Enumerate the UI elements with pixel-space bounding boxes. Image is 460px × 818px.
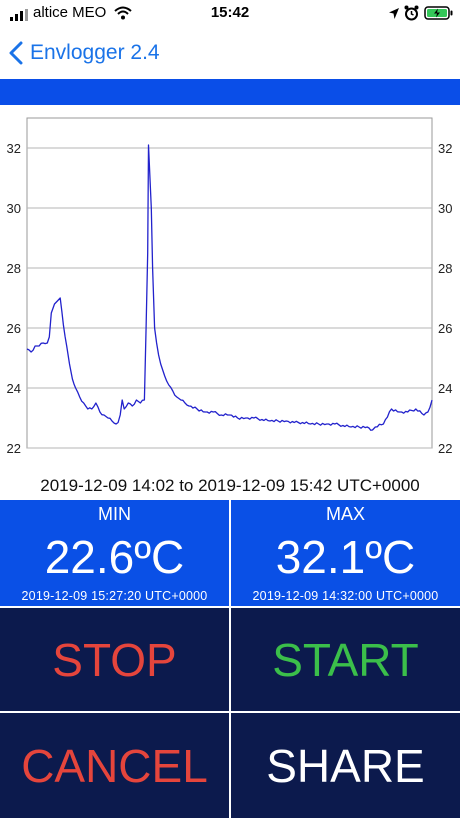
y-tick-label-right: 32 [438, 141, 452, 156]
cancel-button[interactable]: CANCEL [0, 713, 229, 818]
header-accent-bar [0, 79, 460, 105]
y-tick-label-right: 24 [438, 381, 452, 396]
signal-bars-icon [10, 8, 28, 21]
date-range: 2019-12-09 14:02 to 2019-12-09 15:42 UTC… [40, 476, 420, 495]
temperature-chart: 22 22 24 24 26 26 28 28 30 30 32 32 [0, 110, 460, 470]
chart-svg: 22 22 24 24 26 26 28 28 30 30 32 32 [7, 117, 452, 456]
min-panel: MIN 22.6ºC 2019-12-09 15:27:20 UTC+0000 [0, 500, 229, 606]
back-button-label: Envlogger 2.4 [30, 41, 160, 64]
navigation-bar: Envlogger 2.4 [0, 28, 460, 78]
wifi-icon [114, 6, 132, 20]
start-button[interactable]: START [231, 608, 460, 711]
y-tick-label-right: 30 [438, 201, 452, 216]
back-button[interactable]: Envlogger 2.4 [8, 38, 160, 68]
min-value: 22.6ºC [44, 531, 185, 583]
carrier-name: altice MEO [33, 4, 107, 21]
max-panel: MAX 32.1ºC 2019-12-09 14:32:00 UTC+0000 [231, 500, 460, 606]
min-label: MIN [98, 504, 131, 524]
temperature-series-line [26, 144, 433, 431]
y-tick-label-left: 22 [7, 441, 21, 456]
location-arrow-icon [388, 7, 400, 20]
stop-button[interactable]: STOP [0, 608, 229, 711]
plot-frame [26, 117, 433, 449]
y-tick-label-left: 30 [7, 201, 21, 216]
status-bar: altice MEO 15:42 [0, 0, 460, 28]
y-tick-label-right: 26 [438, 321, 452, 336]
alarm-clock-icon [404, 5, 419, 21]
clock: 15:42 [210, 4, 250, 21]
share-button[interactable]: SHARE [231, 713, 460, 818]
y-tick-label-left: 26 [7, 321, 21, 336]
y-tick-label-left: 28 [7, 261, 21, 276]
max-label: MAX [325, 504, 365, 524]
y-tick-label-right: 22 [438, 441, 452, 456]
battery-charging-icon [424, 6, 454, 20]
max-value: 32.1ºC [275, 531, 416, 583]
chevron-left-icon [8, 41, 24, 65]
y-tick-label-left: 32 [7, 141, 21, 156]
max-timestamp: 2019-12-09 14:32:00 UTC+0000 [252, 589, 439, 603]
min-timestamp: 2019-12-09 15:27:20 UTC+0000 [21, 589, 208, 603]
y-tick-label-right: 28 [438, 261, 452, 276]
y-tick-label-left: 24 [7, 381, 21, 396]
